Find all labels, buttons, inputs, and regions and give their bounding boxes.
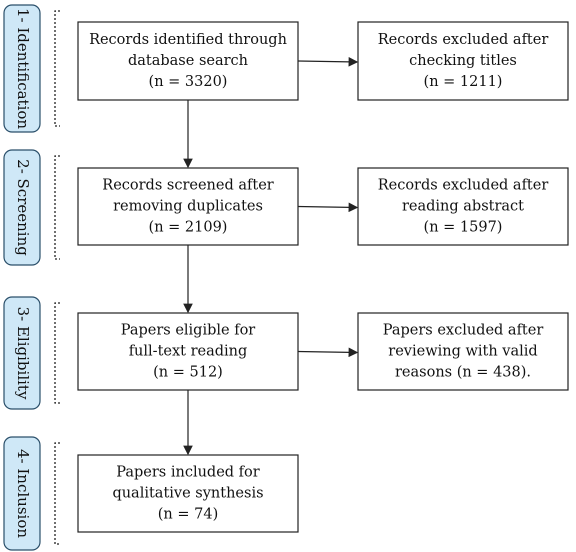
box-text: Records excluded after xyxy=(378,178,549,194)
stage-bracket xyxy=(54,302,60,404)
box-text: qualitative synthesis xyxy=(112,486,263,502)
box-text: full-text reading xyxy=(129,344,248,360)
box-text: Records screened after xyxy=(102,178,273,194)
box-text: (n = 1211) xyxy=(424,74,503,90)
flow-box xyxy=(77,167,299,246)
right-arrow xyxy=(297,57,359,67)
box-text: Papers excluded after xyxy=(383,323,544,339)
stage-label: 1- Identification xyxy=(14,8,32,129)
stage-bracket xyxy=(54,442,60,545)
box-text: database search xyxy=(128,53,248,69)
box-text: (n = 512) xyxy=(153,365,223,381)
stage-label: 4- Inclusion xyxy=(14,449,32,538)
flow-box xyxy=(77,312,299,391)
flow-box xyxy=(357,167,569,246)
box-text: reviewing with valid xyxy=(388,344,537,360)
flow-box xyxy=(77,21,299,101)
box-text: Papers included for xyxy=(116,465,260,481)
stage-pill xyxy=(3,296,41,410)
box-text: reasons (n = 438). xyxy=(395,365,531,381)
right-arrow xyxy=(297,202,359,213)
right-arrow xyxy=(297,347,359,358)
box-text: (n = 1597) xyxy=(424,220,503,236)
box-text: reading abstract xyxy=(402,199,524,215)
box-text: Records excluded after xyxy=(378,32,549,48)
stage-bracket xyxy=(54,10,60,127)
box-text: (n = 2109) xyxy=(149,220,228,236)
stage-label: 2- Screening xyxy=(14,159,32,256)
box-text: (n = 74) xyxy=(158,507,218,523)
flow-box xyxy=(357,312,569,391)
box-text: removing duplicates xyxy=(113,199,263,215)
stage-label: 3- Eligibility xyxy=(14,307,32,400)
stage-bracket xyxy=(54,155,60,260)
flow-box xyxy=(77,454,299,533)
flow-box xyxy=(357,21,569,101)
box-text: Records identified through xyxy=(89,32,287,48)
box-text: (n = 3320) xyxy=(149,74,228,90)
box-text: Papers eligible for xyxy=(121,323,256,339)
stage-pill xyxy=(3,436,41,551)
stage-pill xyxy=(3,4,41,133)
box-text: checking titles xyxy=(409,53,517,69)
stage-pill xyxy=(3,149,41,266)
